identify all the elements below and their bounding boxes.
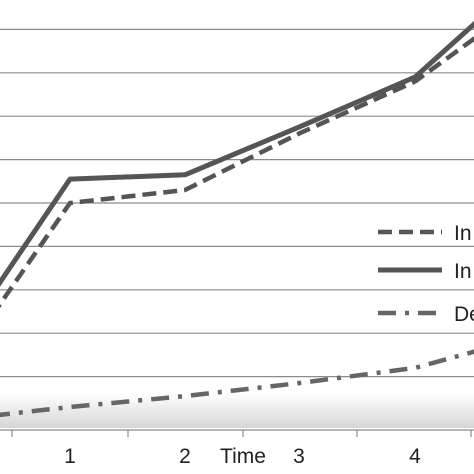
x-tick-label: 4: [409, 445, 421, 468]
x-tick-label: 2: [179, 445, 191, 468]
gridlines: [0, 28, 474, 431]
series-line-3: [0, 349, 474, 418]
legend-label-2: In: [454, 260, 472, 283]
legend-label-1: In: [454, 222, 472, 245]
x-axis-title: Time: [220, 445, 266, 468]
series-line-1: [0, 36, 474, 309]
plot-floor: [0, 393, 474, 428]
x-tick-label: 1: [64, 445, 76, 468]
x-tick-label: 3: [293, 445, 305, 468]
legend: In In De: [378, 222, 474, 326]
series-line-2: [0, 20, 474, 287]
series-lines: [0, 20, 474, 418]
legend-label-3: De: [454, 303, 474, 326]
x-axis-ticks: 1 2 3 4: [11, 430, 472, 468]
